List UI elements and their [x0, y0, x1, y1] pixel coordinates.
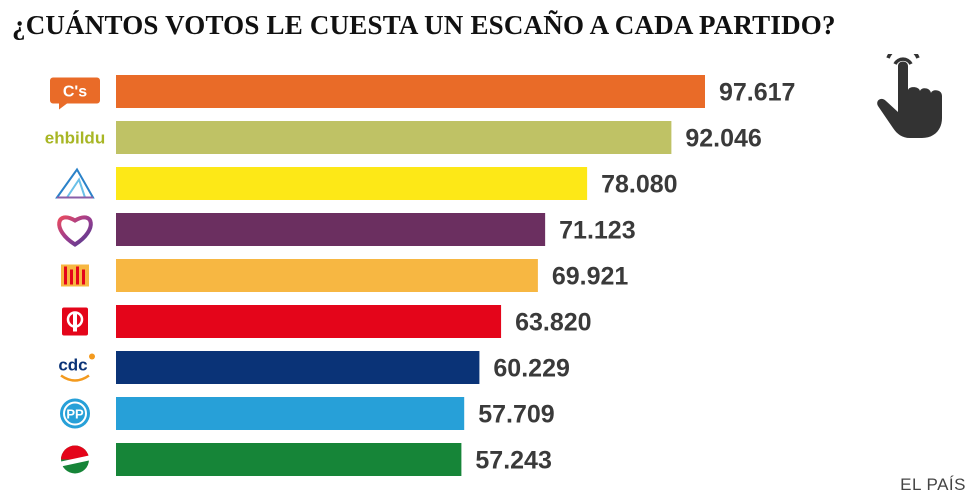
chart-title: ¿CUÁNTOS VOTOS LE CUESTA UN ESCAÑO A CAD… — [12, 10, 836, 40]
bar-5 — [116, 305, 502, 338]
bar-2 — [116, 167, 588, 200]
bar-6 — [116, 351, 480, 384]
pnv-logo-icon — [61, 445, 89, 474]
ehbildu-logo-icon: ehbildu — [45, 129, 105, 148]
data-label-5: 63.820 — [515, 309, 591, 337]
erc-logo-icon — [61, 264, 89, 287]
bar-0 — [116, 75, 705, 108]
bar-1 — [116, 121, 672, 154]
bar-3 — [116, 213, 546, 246]
psoe-logo-icon — [62, 307, 88, 336]
tap-hand-icon[interactable] — [868, 54, 952, 140]
data-label-0: 97.617 — [719, 79, 795, 107]
svg-text:cdc: cdc — [58, 356, 87, 375]
pp-logo-icon: PP — [60, 398, 90, 429]
data-label-3: 71.123 — [559, 217, 635, 245]
heart-logo-icon — [57, 215, 93, 247]
bar-8 — [116, 443, 462, 476]
svg-text:C's: C's — [63, 84, 87, 101]
bar-7 — [116, 397, 465, 430]
data-label-1: 92.046 — [685, 125, 761, 153]
data-label-4: 69.921 — [552, 263, 629, 291]
data-label-8: 57.243 — [475, 447, 551, 475]
svg-text:ehbildu: ehbildu — [45, 129, 105, 148]
data-label-2: 78.080 — [601, 171, 677, 199]
bar-4 — [116, 259, 538, 292]
data-label-7: 57.709 — [478, 401, 554, 429]
svg-text:PP: PP — [66, 407, 84, 422]
source-credit: EL PAÍS — [900, 475, 966, 494]
cdc-logo-icon: cdc — [58, 353, 95, 382]
data-label-6: 60.229 — [493, 355, 569, 383]
cs-logo-icon: C's — [50, 77, 100, 110]
podemos-coalition-logo-icon — [55, 167, 95, 199]
